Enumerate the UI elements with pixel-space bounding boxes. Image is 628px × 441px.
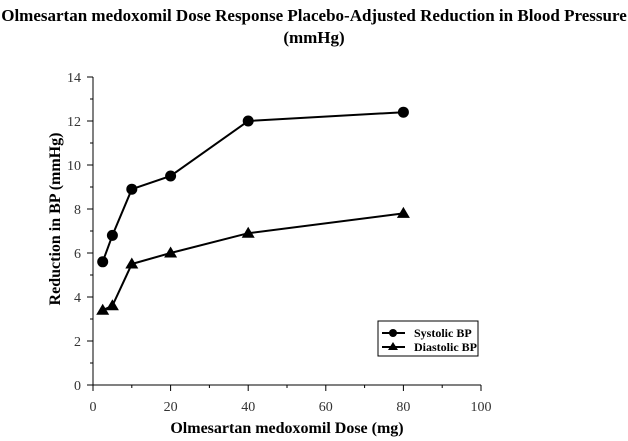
legend-label: Systolic BP [414,326,472,340]
x-tick-label: 100 [471,400,492,415]
y-tick-label: 8 [74,203,81,218]
data-point-circle [126,183,138,195]
x-tick-label: 80 [396,400,410,415]
y-tick-label: 10 [67,159,81,174]
y-tick-label: 4 [74,291,81,306]
x-tick-label: 0 [90,400,97,415]
data-point-circle [242,115,254,127]
data-point-triangle [105,299,119,311]
y-tick-label: 0 [74,379,81,394]
data-point-triangle [96,303,110,315]
legend-label: Diastolic BP [414,340,477,354]
x-tick-label: 20 [164,400,178,415]
data-point-circle [389,329,397,337]
data-point-triangle [241,226,255,238]
data-point-circle [397,106,409,118]
x-axis-label: Olmesartan medoxomil Dose (mg) [170,420,403,437]
legend-box [377,320,479,357]
y-axis-label: Reduction in BP (mmHg) [47,133,64,306]
data-point-triangle [388,342,398,350]
y-tick-label: 6 [74,247,81,262]
data-point-circle [165,170,177,182]
data-point-triangle [164,246,178,258]
y-tick-label: 2 [74,335,81,350]
data-point-circle [106,229,118,241]
series-line-diastolic-bp [102,212,404,312]
x-tick-label: 60 [319,400,333,415]
series-line-systolic-bp [101,111,404,263]
y-tick-label: 14 [67,71,81,86]
y-tick-label: 12 [67,115,81,130]
data-point-triangle [396,206,410,218]
data-point-circle [97,256,109,268]
x-tick-label: 40 [241,400,255,415]
data-point-triangle [125,257,139,269]
chart-title: Olmesartan medoxomil Dose Response Place… [1,6,627,47]
